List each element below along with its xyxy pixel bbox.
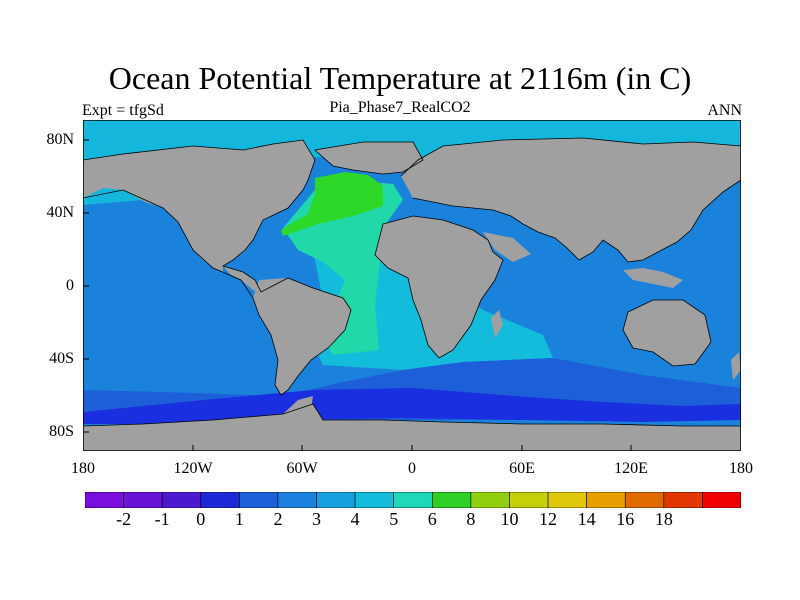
lat-label-0: 0	[66, 277, 74, 294]
colorbar-label: 18	[654, 509, 673, 529]
lon-label-120w: 120W	[173, 460, 213, 477]
eurasia	[401, 138, 741, 262]
lat-label-40s: 40S	[49, 350, 74, 367]
lon-label-180w: 180	[71, 460, 95, 477]
north-america	[83, 140, 315, 272]
colorbar-swatch	[586, 492, 626, 508]
colorbar-swatch	[431, 492, 472, 508]
colorbar-label: 12	[539, 509, 558, 529]
colorbar-label: 10	[500, 509, 519, 529]
japan	[678, 200, 695, 222]
africa	[375, 216, 503, 358]
colorbar-swatch	[393, 492, 433, 508]
colorbar-swatch	[624, 492, 665, 508]
run-label: Pia_Phase7_RealCO2	[329, 99, 471, 116]
colorbar-swatch	[702, 492, 741, 508]
antarctic-bottom-water	[83, 388, 741, 424]
colorbar-label: -2	[116, 509, 132, 529]
colorbar-label: 3	[312, 509, 322, 529]
colorbar-swatch	[509, 492, 549, 508]
colorbar-label: 5	[389, 509, 399, 529]
colorbar-label: 1	[234, 509, 244, 529]
lat-label-80n: 80N	[46, 131, 74, 148]
colorbar-swatch	[239, 492, 279, 508]
colorbar-swatch	[85, 492, 124, 508]
new-zealand	[731, 352, 741, 380]
madagascar	[491, 310, 503, 338]
colorbar-label: 16	[616, 509, 635, 529]
map-title: Ocean Potential Temperature at 2116m (in…	[108, 60, 692, 96]
colorbar-label: 14	[577, 509, 596, 529]
colorbar-swatch	[277, 492, 317, 508]
indonesia	[623, 268, 683, 288]
colorbar	[85, 492, 741, 508]
lon-label-180e: 180	[729, 460, 753, 477]
colorbar-label: 4	[350, 509, 360, 529]
arabia	[483, 232, 531, 262]
colorbar-label: -1	[154, 509, 170, 529]
lon-label-0: 0	[408, 460, 416, 477]
lon-label-120e: 120E	[614, 460, 648, 477]
colorbar-swatch	[200, 492, 240, 508]
colorbar-swatch	[470, 492, 510, 508]
australia	[623, 300, 711, 366]
colorbar-swatch	[354, 492, 395, 508]
greenland	[315, 142, 423, 174]
colorbar-swatch	[663, 492, 703, 508]
colorbar-swatch	[123, 492, 163, 508]
land-masses	[83, 138, 741, 451]
colorbar-swatch	[547, 492, 587, 508]
central-america	[223, 266, 261, 292]
tick-marks	[83, 139, 632, 451]
season-label: ANN	[707, 102, 742, 119]
colorbar-label: 8	[466, 509, 476, 529]
labrador-sea-water	[281, 172, 383, 236]
colorbar-swatch	[316, 492, 356, 508]
antarctica	[83, 404, 741, 451]
lat-label-80s: 80S	[49, 423, 74, 440]
colorbar-label: 2	[273, 509, 283, 529]
colorbar-swatch	[161, 492, 202, 508]
experiment-label: Expt = tfgSd	[82, 102, 164, 119]
colorbar-label: 0	[196, 509, 206, 529]
world-map	[83, 120, 741, 451]
lon-label-60e: 60E	[509, 460, 535, 477]
colorbar-label: 6	[427, 509, 437, 529]
antarctic-peninsula	[283, 396, 313, 414]
lon-label-60w: 60W	[286, 460, 318, 477]
lat-label-40n: 40N	[46, 204, 74, 221]
coastlines	[83, 137, 741, 427]
